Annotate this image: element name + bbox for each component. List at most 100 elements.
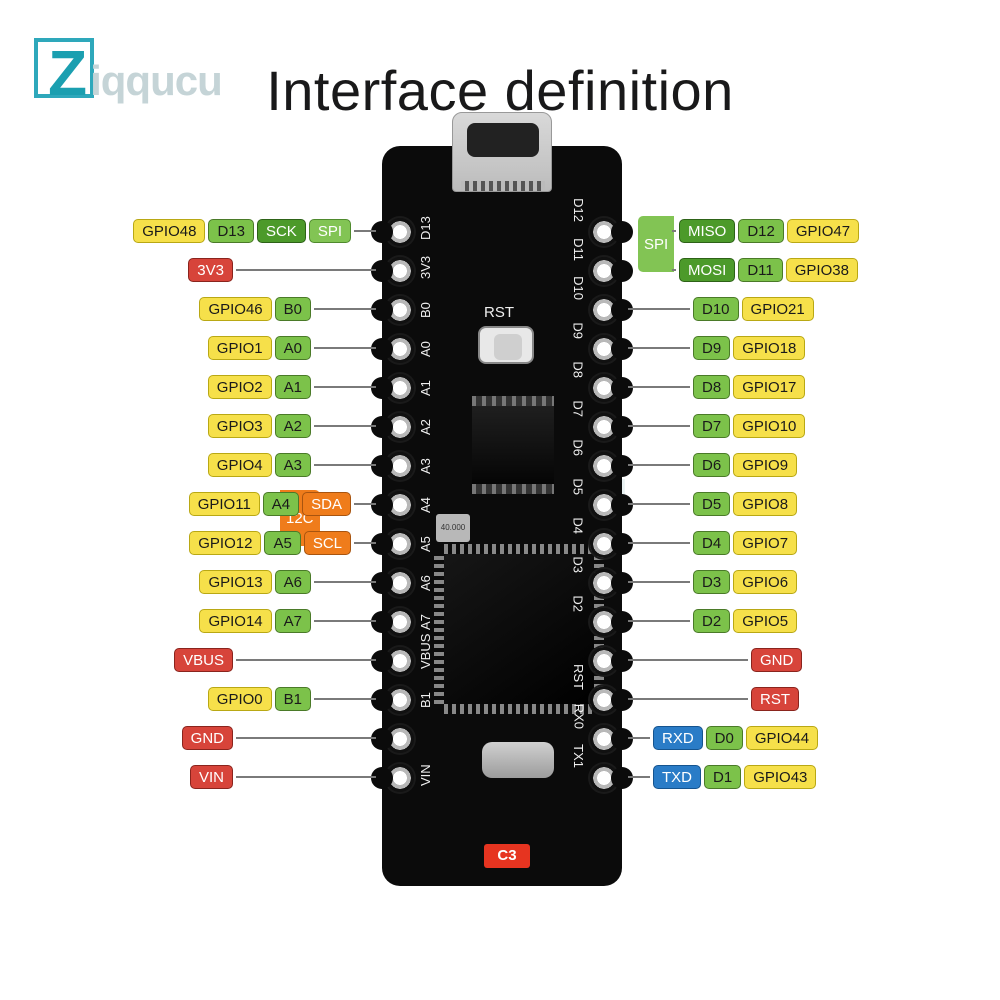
silk-right-3: D9 [571,322,586,339]
lead-line [314,308,376,310]
pin-label-gpio18: GPIO18 [733,336,805,360]
silk-left-14: VIN [418,764,433,786]
pin-row-right-14: TXDD1GPIO43 [628,764,816,790]
pin-label-gpio48: GPIO48 [133,219,205,243]
reset-button[interactable] [478,326,534,364]
lead-line [628,542,690,544]
pin-label-gpio38: GPIO38 [786,258,858,282]
silk-left-2: B0 [418,302,433,318]
pin-label-d10: D10 [693,297,739,321]
silk-right-10: D2 [571,595,586,612]
lead-line [236,269,376,271]
lead-line [236,737,376,739]
pcb-board: RST 40.000 C3 D13D123V3D11B0D10A0D9A1D8A… [382,146,622,886]
pin-label-miso: MISO [679,219,735,243]
pin-row-left-6: GPIO4A3 [208,452,376,478]
lead-line [354,542,376,544]
silk-right-13: RX0 [571,704,586,729]
pin-label-gpio13: GPIO13 [199,570,271,594]
rst-silk: RST [484,304,514,321]
pin-label-gpio12: GPIO12 [189,531,261,555]
silk-left-3: A0 [418,341,433,357]
pin-label-d0: D0 [706,726,743,750]
pin-label-d7: D7 [693,414,730,438]
pin-label-rst: RST [751,687,799,711]
pin-row-right-6: D6GPIO9 [628,452,797,478]
lead-line [628,503,690,505]
pin-row-left-9: GPIO13A6 [199,569,376,595]
pin-label-gpio46: GPIO46 [199,297,271,321]
pin-label-gpio6: GPIO6 [733,570,797,594]
silk-left-11: VBUS [418,634,433,669]
pin-row-right-13: RXDD0GPIO44 [628,725,818,751]
pin-label-gpio10: GPIO10 [733,414,805,438]
pin-label-gpio5: GPIO5 [733,609,797,633]
silk-left-0: D13 [418,216,433,240]
pin-label-vin: VIN [190,765,233,789]
pin-label-a4: A4 [263,492,299,516]
pin-label-vbus: VBUS [174,648,233,672]
pin-row-left-12: GPIO0B1 [208,686,376,712]
pin-label-3v3: 3V3 [188,258,233,282]
lead-line [314,464,376,466]
lead-line [314,425,376,427]
pin-label-gnd: GND [182,726,233,750]
lead-line [628,425,690,427]
pin-label-d5: D5 [693,492,730,516]
silk-left-12: B1 [418,692,433,708]
silk-left-6: A3 [418,458,433,474]
castellate [611,260,633,282]
pin-row-left-10: GPIO14A7 [199,608,376,634]
pin-label-gpio0: GPIO0 [208,687,272,711]
pin-label-gpio9: GPIO9 [733,453,797,477]
pin-row-left-0: GPIO48D13SCKSPI [133,218,376,244]
lead-line [314,698,376,700]
lead-line [628,464,690,466]
lead-line [628,347,690,349]
lead-line [628,698,748,700]
silk-right-2: D10 [571,276,586,300]
silk-left-4: A1 [418,380,433,396]
silk-left-9: A6 [418,575,433,591]
lead-line [314,386,376,388]
oscillator: 40.000 [436,514,470,542]
silk-right-12: RST [571,664,586,690]
pin-row-right-2: D10GPIO21 [628,296,814,322]
lead-line [628,620,690,622]
silk-right-6: D6 [571,439,586,456]
silk-left-5: A2 [418,419,433,435]
pin-label-a7: A7 [275,609,311,633]
lead-line [672,269,676,271]
pin-label-a1: A1 [275,375,311,399]
pin-label-gpio1: GPIO1 [208,336,272,360]
lead-line [236,776,376,778]
pin-label-d11: D11 [738,258,782,282]
silk-left-8: A5 [418,536,433,552]
castellate [611,221,633,243]
pin-label-mosi: MOSI [679,258,735,282]
pin-label-d13: D13 [208,219,254,243]
pin-label-d2: D2 [693,609,730,633]
pin-label-gpio2: GPIO2 [208,375,272,399]
lead-line [628,776,650,778]
pin-label-gpio21: GPIO21 [742,297,814,321]
lead-line [628,737,650,739]
silk-right-9: D3 [571,556,586,573]
lead-line [628,308,690,310]
pin-row-right-5: D7GPIO10 [628,413,805,439]
pin-label-rxd: RXD [653,726,703,750]
pin-label-gpio47: GPIO47 [787,219,859,243]
pin-label-gpio4: GPIO4 [208,453,272,477]
pin-row-right-11: GND [628,647,802,673]
pin-label-a0: A0 [275,336,311,360]
lead-line [672,230,676,232]
silk-right-5: D7 [571,400,586,417]
pin-row-right-3: D9GPIO18 [628,335,805,361]
pin-row-left-11: VBUS [174,647,376,673]
pin-label-d12: D12 [738,219,784,243]
silk-right-14: TX1 [571,744,586,768]
lead-line [314,347,376,349]
lead-line [314,581,376,583]
pin-row-left-2: GPIO46B0 [199,296,376,322]
silk-right-7: D5 [571,478,586,495]
